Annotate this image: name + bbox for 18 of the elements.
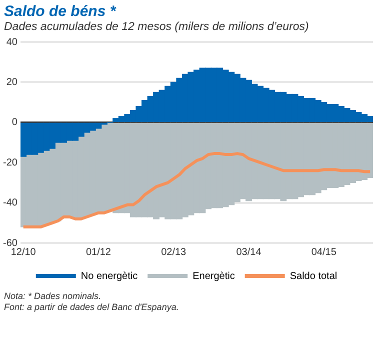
legend-label: Saldo total bbox=[290, 270, 338, 282]
chart-title: Saldo de béns * bbox=[4, 3, 118, 20]
y-tick-label: 0 bbox=[12, 117, 18, 128]
x-tick-label: 12/10 bbox=[10, 246, 36, 258]
x-tick-label: 01/12 bbox=[86, 246, 112, 258]
y-tick-label: 40 bbox=[6, 36, 18, 48]
legend-label: No energètic bbox=[80, 270, 138, 282]
y-tick-label: -40 bbox=[3, 198, 18, 209]
y-tick-label: -60 bbox=[3, 238, 18, 249]
x-tick-label: 04/15 bbox=[311, 246, 337, 258]
legend-label: Energètic bbox=[192, 270, 235, 282]
text: Nota: * Dades nominals. bbox=[4, 291, 102, 302]
y-tick-label: -20 bbox=[3, 157, 18, 168]
x-tick-label: 02/13 bbox=[161, 246, 187, 258]
x-tick-label: 03/14 bbox=[236, 246, 262, 258]
y-tick-label: 20 bbox=[6, 76, 18, 88]
chart-subtitle: Dades acumulades de 12 mesos (milers de milions d’euros) bbox=[4, 21, 310, 33]
text: Font: a partir de dades del Banc d'Espanya. bbox=[4, 302, 180, 313]
